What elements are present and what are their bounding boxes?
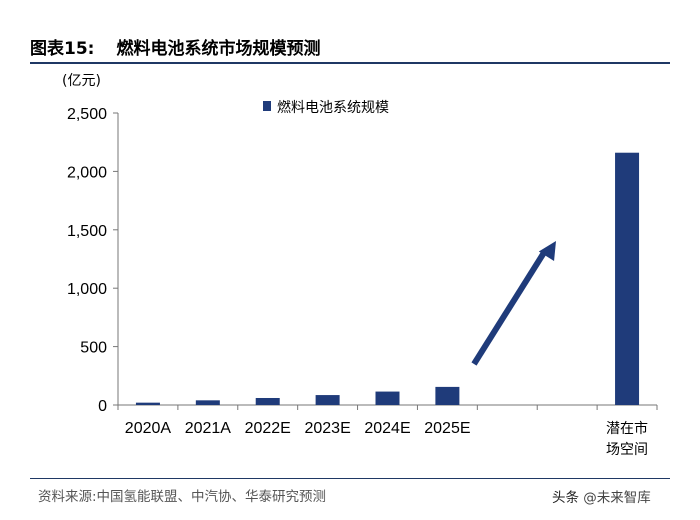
y-tick-label: 1,000 bbox=[67, 281, 107, 298]
y-tick-label: 2,000 bbox=[67, 164, 107, 181]
source-note: 资料来源:中国氢能联盟、中汽协、华泰研究预测 bbox=[38, 489, 327, 505]
bars bbox=[135, 152, 640, 405]
watermark-prefix: 头条 bbox=[552, 490, 584, 506]
x-tick-label: 2020A bbox=[125, 420, 172, 437]
legend-swatch bbox=[263, 101, 271, 111]
figure-number: 图表15: bbox=[30, 39, 95, 59]
arrow-shaft bbox=[471, 249, 548, 366]
x-tick-label: 2024E bbox=[364, 420, 410, 437]
watermark: 头条 @未来智库 bbox=[552, 486, 651, 506]
bar-3 bbox=[255, 397, 280, 405]
bar-4 bbox=[315, 395, 340, 405]
y-tick-label: 1,500 bbox=[67, 223, 107, 240]
legend-label: 燃料电池系统规模 bbox=[277, 99, 389, 116]
bar-1 bbox=[135, 402, 160, 405]
y-tick-label: 0 bbox=[98, 398, 107, 415]
footer-rule bbox=[30, 478, 670, 479]
bar-2 bbox=[195, 400, 220, 405]
trend-arrow bbox=[471, 241, 556, 366]
y-tick-label: 500 bbox=[80, 340, 107, 357]
axes bbox=[113, 112, 658, 410]
x-tick-label: 2023E bbox=[304, 420, 350, 437]
legend: 燃料电池系统规模 bbox=[263, 99, 389, 116]
x-tick-label: 场空间 bbox=[606, 442, 648, 458]
bar-6 bbox=[435, 386, 460, 405]
bar-5 bbox=[375, 391, 400, 405]
x-tick-label: 2021A bbox=[185, 420, 232, 437]
x-tick-label: 2022E bbox=[245, 420, 291, 437]
figure-title: 燃料电池系统市场规模预测 bbox=[116, 39, 321, 59]
x-tick-label: 2025E bbox=[424, 420, 470, 437]
y-tick-label: 2,500 bbox=[67, 106, 107, 123]
bar-chart: 0 500 1,000 1,500 2,000 2,500 (亿元) 2020A 2021A 20… bbox=[62, 73, 658, 458]
y-axis-unit: (亿元) bbox=[62, 73, 101, 89]
chart-title: 图表15: 燃料电池系统市场规模预测 bbox=[30, 34, 320, 59]
watermark-handle: @未来智库 bbox=[583, 490, 651, 506]
labels: 0 500 1,000 1,500 2,000 2,500 (亿元) 2020A 2021A 20… bbox=[62, 73, 648, 458]
title-rule bbox=[30, 62, 670, 64]
x-tick-label: 潜在市 bbox=[606, 420, 648, 437]
bar-9 bbox=[615, 152, 640, 405]
arrow-head bbox=[538, 241, 556, 262]
